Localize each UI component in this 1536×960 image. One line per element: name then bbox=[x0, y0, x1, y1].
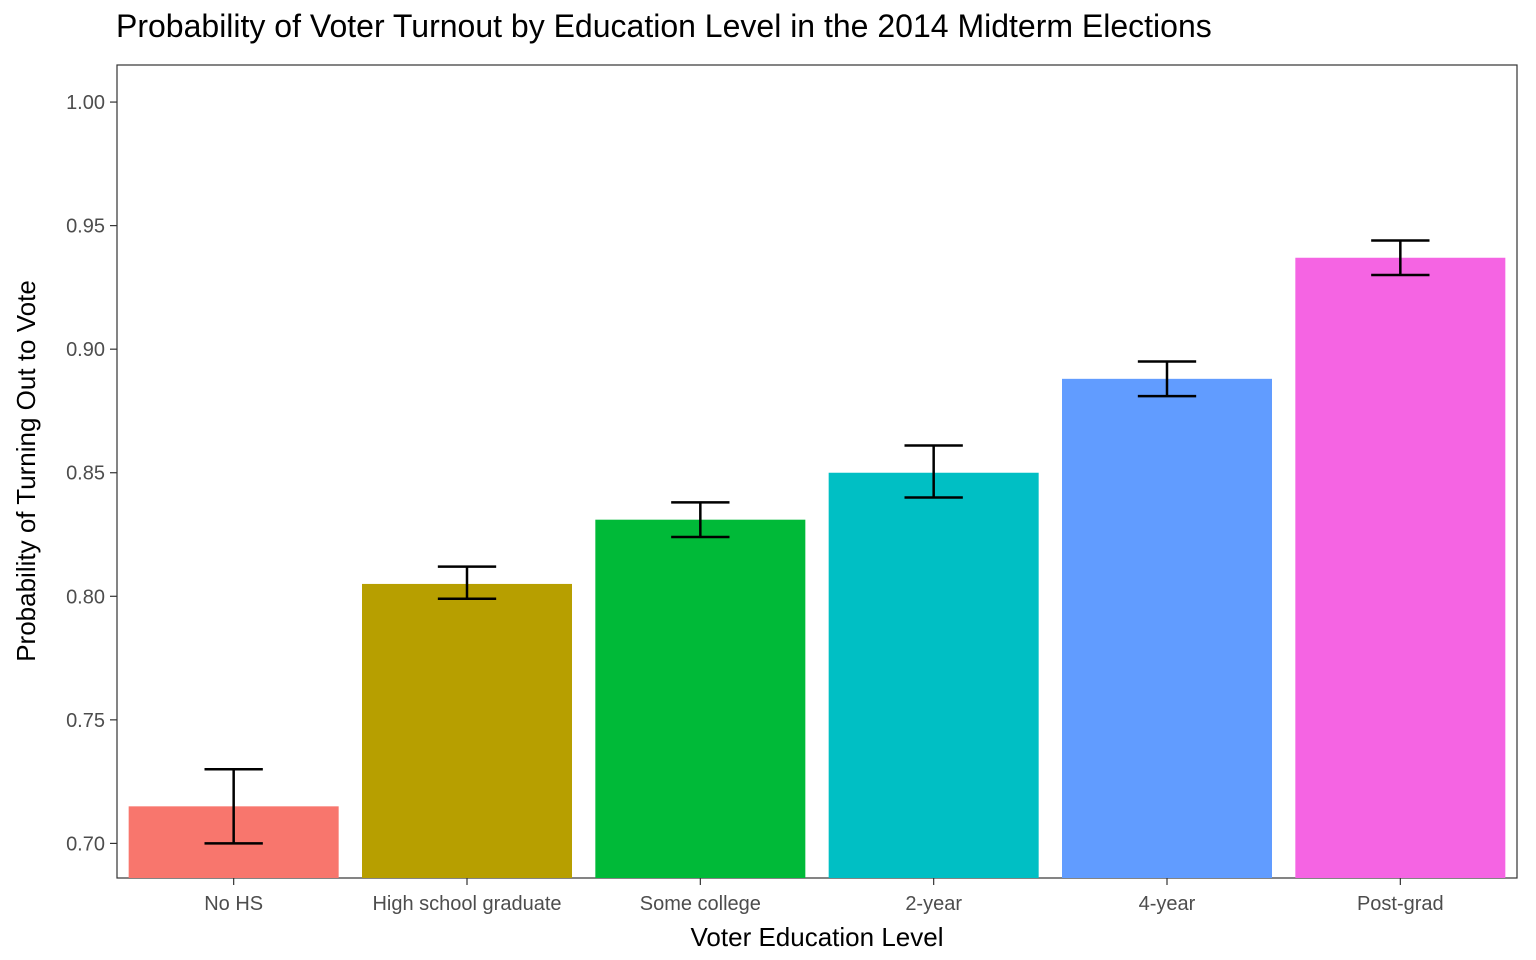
bar-2 bbox=[595, 519, 806, 878]
x-axis-title: Voter Education Level bbox=[691, 922, 944, 952]
errorbars-group bbox=[204, 239, 1430, 845]
bar-4 bbox=[1062, 378, 1272, 878]
x-tick-label-1: High school graduate bbox=[372, 893, 561, 915]
y-tick-label-0: 0.70 bbox=[66, 833, 105, 855]
x-axis: No HS High school graduate Some college 2-y… bbox=[204, 878, 1444, 915]
x-tick-label-2: Some college bbox=[640, 893, 761, 915]
y-tick-label-5: 0.95 bbox=[66, 216, 105, 238]
x-tick-label-0: No HS bbox=[204, 893, 263, 915]
x-tick-label-4: 4-year bbox=[1139, 893, 1196, 915]
y-tick-label-4: 0.90 bbox=[66, 339, 105, 361]
x-tick-label-5: Post-grad bbox=[1357, 893, 1444, 915]
y-tick-label-2: 0.80 bbox=[66, 586, 105, 608]
bar-3 bbox=[828, 472, 1039, 878]
chart-title: Probability of Voter Turnout by Educatio… bbox=[116, 8, 1212, 44]
y-tick-label-3: 0.85 bbox=[66, 463, 105, 485]
y-tick-label-6: 1.00 bbox=[66, 92, 105, 114]
bars-group bbox=[128, 257, 1506, 879]
x-tick-label-3: 2-year bbox=[905, 893, 962, 915]
y-axis-title: Probability of Turning Out to Vote bbox=[11, 280, 41, 662]
y-axis: 0.70 0.75 0.80 0.85 0.90 0.95 1.00 bbox=[66, 92, 117, 855]
panel-border bbox=[116, 64, 1518, 879]
bar-1 bbox=[362, 583, 572, 878]
bar-5 bbox=[1295, 257, 1506, 879]
y-tick-label-1: 0.75 bbox=[66, 710, 105, 732]
